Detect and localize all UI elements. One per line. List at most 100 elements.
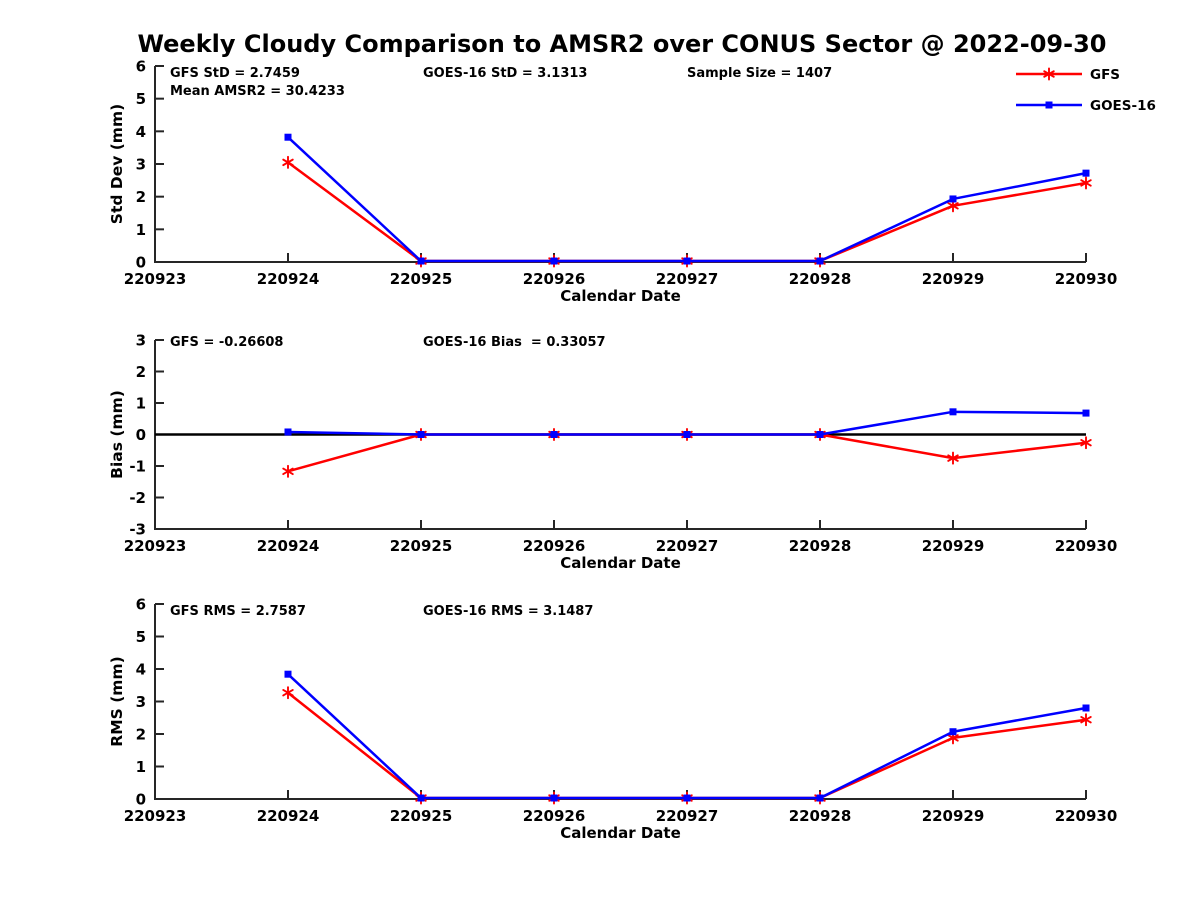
marker-square [949,195,957,203]
marker-asterisk [1080,176,1092,190]
x-tick-label: 220927 [656,807,719,825]
x-tick-label: 220930 [1055,807,1118,825]
marker-asterisk [282,155,294,169]
marker-asterisk [282,686,294,700]
y-tick-label: 0 [136,791,146,809]
x-tick-label: 220923 [124,807,187,825]
y-tick-label: 6 [136,596,146,614]
y-tick-label: 0 [136,426,146,444]
annotation: GFS RMS = 2.7587 [170,604,306,619]
annotation: GOES-16 Bias = 0.33057 [423,335,606,350]
y-tick-label: -3 [129,521,146,539]
x-tick-label: 220926 [523,807,586,825]
x-tick-label: 220924 [257,807,320,825]
y-tick-label: 3 [136,693,146,711]
y-axis-title: RMS (mm) [108,656,126,746]
x-axis-title: Calendar Date [560,554,681,572]
legend-label: GOES-16 [1090,98,1156,114]
marker-square [683,794,691,802]
x-tick-label: 220928 [789,807,852,825]
x-tick-label: 220929 [922,537,985,555]
marker-square [417,794,425,802]
x-tick-label: 220923 [124,537,187,555]
y-tick-label: 1 [136,395,146,413]
marker-square [1082,704,1090,712]
y-tick-label: 5 [136,628,146,646]
x-tick-label: 220924 [257,270,320,288]
marker-asterisk [1080,713,1092,727]
annotation: GFS StD = 2.7459 Mean AMSR2 = 30.4233 [170,66,345,99]
x-axis-title: Calendar Date [560,824,681,842]
subplot-rms-mm-: 0 1 2 3 4 5 6 220923 220924 220925 220926 220927 220… [108,596,1117,843]
y-tick-label: 5 [136,90,146,108]
marker-square [683,431,691,438]
x-tick-label: 220925 [390,270,453,288]
x-tick-label: 220924 [257,537,320,555]
marker-square [816,794,824,802]
marker-square [816,257,824,265]
x-axis-title: Calendar Date [560,287,681,305]
y-tick-label: 2 [136,726,146,744]
marker-asterisk [947,451,959,465]
legend-label: GFS [1090,67,1120,83]
marker-square [284,670,292,678]
subplot-std-dev-mm-: 0 1 2 3 4 5 6 220923 220924 220925 220926 220927 220… [108,58,1117,306]
marker-square [284,428,292,436]
y-tick-label: 0 [136,254,146,272]
marker-square [816,431,824,438]
y-tick-label: 1 [136,221,146,239]
y-tick-label: 6 [136,58,146,76]
series-line-gfs [287,691,1087,800]
y-tick-label: -1 [129,458,146,476]
series-line-gfs [287,161,1087,263]
y-tick-label: 3 [136,156,146,174]
marker-square [284,133,292,141]
x-tick-label: 220930 [1055,270,1118,288]
subplot-bias-mm-: -3 -2 -1 0 1 2 3 220923 220924 220925 220926 220927… [108,332,1117,573]
marker-square [949,408,957,416]
chart-title: Weekly Cloudy Comparison to AMSR2 over C… [137,30,1107,58]
y-tick-label: -2 [129,489,146,507]
series-line-goes-16 [287,136,1087,263]
annotation: GOES-16 StD = 3.1313 [423,66,587,81]
x-tick-label: 220927 [656,270,719,288]
y-tick-label: 1 [136,758,146,776]
marker-square [1082,169,1090,177]
x-tick-label: 220929 [922,270,985,288]
x-tick-label: 220925 [390,807,453,825]
legend: GFS GOES-16 [1016,67,1156,114]
marker-square [683,257,691,265]
annotation: GOES-16 RMS = 3.1487 [423,604,593,619]
x-tick-label: 220926 [523,270,586,288]
y-tick-label: 4 [136,661,146,679]
marker-square [1082,409,1090,417]
x-tick-label: 220928 [789,270,852,288]
x-tick-label: 220923 [124,270,187,288]
annotation: GFS = -0.26608 [170,335,283,350]
marker-asterisk [1080,436,1092,450]
x-tick-label: 220930 [1055,537,1118,555]
marker-square [550,431,558,438]
y-tick-label: 4 [136,123,146,141]
marker-square [417,431,425,438]
x-tick-label: 220926 [523,537,586,555]
x-tick-label: 220929 [922,807,985,825]
legend-marker-square [1045,101,1053,109]
y-tick-label: 3 [136,332,146,350]
marker-square [417,257,425,265]
y-axis-title: Std Dev (mm) [108,104,126,224]
y-tick-label: 2 [136,363,146,381]
annotation: Sample Size = 1407 [687,66,832,81]
y-tick-label: 2 [136,188,146,206]
x-tick-label: 220927 [656,537,719,555]
y-axis-title: Bias (mm) [108,390,126,479]
marker-square [949,728,957,736]
legend-marker-asterisk [1043,67,1055,81]
legend-item-gfs: GFS [1016,67,1120,83]
marker-square [550,794,558,802]
marker-asterisk [282,464,294,478]
x-tick-label: 220928 [789,537,852,555]
legend-item-goes-16: GOES-16 [1016,98,1156,114]
